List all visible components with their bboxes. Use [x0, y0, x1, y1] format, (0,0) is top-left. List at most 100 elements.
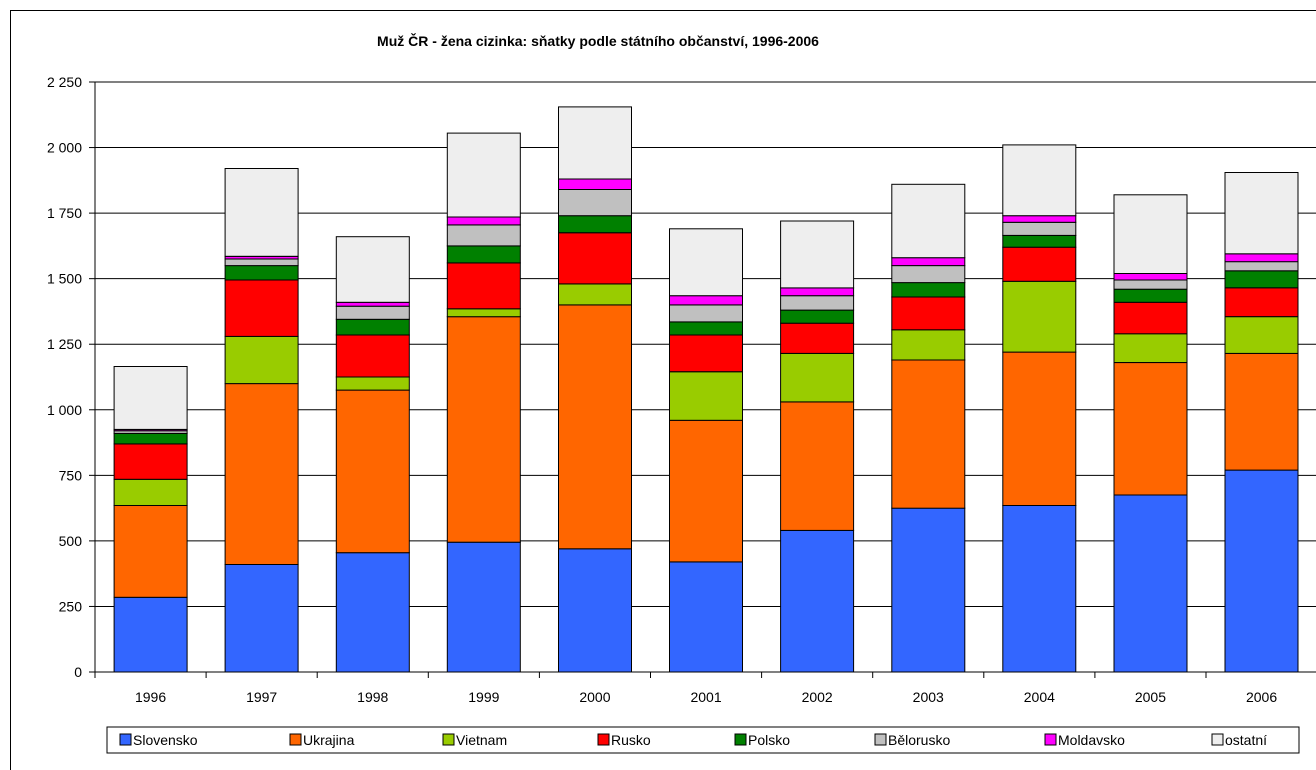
y-tick-label: 1 500	[47, 271, 82, 287]
x-tick-label-2004: 2004	[1024, 689, 1055, 705]
bar-Polsko-1998	[335, 318, 410, 336]
bar-stack-2005	[1113, 194, 1188, 673]
bar-Rusko-2004	[1002, 246, 1077, 282]
x-tick-label-1996: 1996	[135, 689, 166, 705]
bar-Vietnam-1999	[446, 308, 521, 318]
bar-Polsko-2001	[669, 321, 743, 336]
bar-Ukrajina-1997	[224, 383, 299, 565]
bar-Bělorusko-2001	[669, 304, 743, 323]
chart-frame	[10, 10, 1316, 770]
bar-Slovensko-2003	[891, 507, 966, 673]
x-tick-label-2005: 2005	[1135, 689, 1166, 705]
legend-swatch-Bělorusko	[874, 733, 887, 746]
bar-stack-1999	[446, 132, 521, 673]
bar-stack-2001	[669, 228, 743, 673]
legend-swatch-Slovensko	[119, 733, 132, 746]
bar-Rusko-2000	[558, 232, 632, 285]
bar-Vietnam-2000	[558, 283, 632, 306]
bar-stack-2004	[1002, 144, 1077, 673]
bar-Rusko-1996	[113, 443, 188, 480]
bar-Rusko-2002	[780, 322, 855, 354]
legend-label-Ukrajina: Ukrajina	[303, 732, 355, 748]
legend-label-ostatní: ostatní	[1225, 732, 1267, 748]
bar-Vietnam-2005	[1113, 333, 1188, 364]
legend-label-Slovensko: Slovensko	[133, 732, 198, 748]
legend-swatch-Moldavsko	[1044, 733, 1057, 746]
bar-Ukrajina-2003	[891, 359, 966, 509]
bar-Slovensko-2004	[1002, 505, 1077, 673]
legend-label-Polsko: Polsko	[748, 732, 790, 748]
bar-stack-1996	[113, 366, 188, 673]
bar-Polsko-2004	[1002, 234, 1077, 248]
bar-Vietnam-1998	[335, 376, 410, 391]
bar-ostatní-2006	[1224, 172, 1299, 255]
x-tick-label-2006: 2006	[1246, 689, 1277, 705]
bar-Slovensko-1998	[335, 552, 410, 673]
bar-Bělorusko-2002	[780, 295, 855, 311]
bar-Slovensko-2002	[780, 529, 855, 673]
bar-Vietnam-2001	[669, 371, 743, 421]
bar-ostatní-2005	[1113, 194, 1188, 274]
bar-Bělorusko-1998	[335, 305, 410, 320]
legend: Slovensko Ukrajina Vietnam Rusko Polsko Bělor…	[106, 726, 1300, 754]
bar-Ukrajina-2000	[558, 304, 632, 550]
bar-Polsko-2006	[1224, 270, 1299, 289]
bar-Polsko-1996	[113, 432, 188, 445]
y-tick-label: 1 250	[47, 336, 82, 352]
bars	[113, 106, 1299, 673]
bar-Rusko-2005	[1113, 301, 1188, 335]
bar-Bělorusko-2005	[1113, 279, 1188, 290]
legend-label-Bělorusko: Bělorusko	[888, 732, 950, 748]
bar-stack-1997	[224, 168, 299, 673]
bar-ostatní-2004	[1002, 144, 1077, 217]
bar-Moldavsko-2003	[891, 257, 966, 267]
bar-Vietnam-1997	[224, 335, 299, 385]
legend-label-Rusko: Rusko	[611, 732, 651, 748]
bar-Slovensko-1996	[113, 596, 188, 673]
bar-Moldavsko-2002	[780, 287, 855, 297]
y-tick-label: 2 000	[47, 140, 82, 156]
bar-Bělorusko-1997	[224, 258, 299, 267]
bar-Vietnam-2006	[1224, 316, 1299, 354]
x-tick-label-2002: 2002	[802, 689, 833, 705]
x-tick-label-1999: 1999	[468, 689, 499, 705]
bar-stack-1998	[335, 236, 410, 673]
x-tick-label-2000: 2000	[579, 689, 610, 705]
legend-label-Moldavsko: Moldavsko	[1058, 732, 1125, 748]
bar-Moldavsko-1998	[335, 301, 410, 307]
bar-Rusko-2003	[891, 296, 966, 331]
bar-ostatní-2001	[669, 228, 743, 297]
legend-label-Vietnam: Vietnam	[456, 732, 507, 748]
legend-swatch-Polsko	[734, 733, 747, 746]
bar-Polsko-2000	[558, 215, 632, 234]
bar-Polsko-1999	[446, 245, 521, 264]
bar-Polsko-1997	[224, 265, 299, 281]
bar-Vietnam-1996	[113, 478, 188, 506]
bar-Ukrajina-2001	[669, 419, 743, 563]
bar-Bělorusko-2003	[891, 265, 966, 284]
legend-swatch-Ukrajina	[289, 733, 302, 746]
bar-Rusko-2001	[669, 334, 743, 373]
bar-stack-2006	[1224, 172, 1299, 673]
x-tick-label-1998: 1998	[357, 689, 388, 705]
bar-Moldavsko-2001	[669, 295, 743, 306]
x-tick-label-1997: 1997	[246, 689, 277, 705]
bar-Rusko-2006	[1224, 287, 1299, 318]
legend-box	[106, 726, 1300, 754]
bar-ostatní-1999	[446, 132, 521, 218]
bar-Slovensko-1997	[224, 564, 299, 673]
y-tick-label: 0	[74, 664, 82, 680]
legend-swatch-Vietnam	[442, 733, 455, 746]
bar-Bělorusko-1999	[446, 224, 521, 247]
bar-Slovensko-2000	[558, 548, 632, 673]
y-tick-label: 2 250	[47, 74, 82, 90]
bar-Slovensko-2006	[1224, 469, 1299, 673]
bar-Polsko-2005	[1113, 288, 1188, 303]
bar-Moldavsko-2005	[1113, 272, 1188, 281]
bar-Polsko-2003	[891, 282, 966, 298]
bar-Moldavsko-2006	[1224, 253, 1299, 263]
x-tick-label-2003: 2003	[913, 689, 944, 705]
legend-swatch-ostatní	[1211, 733, 1224, 746]
bar-Slovensko-2005	[1113, 494, 1188, 673]
